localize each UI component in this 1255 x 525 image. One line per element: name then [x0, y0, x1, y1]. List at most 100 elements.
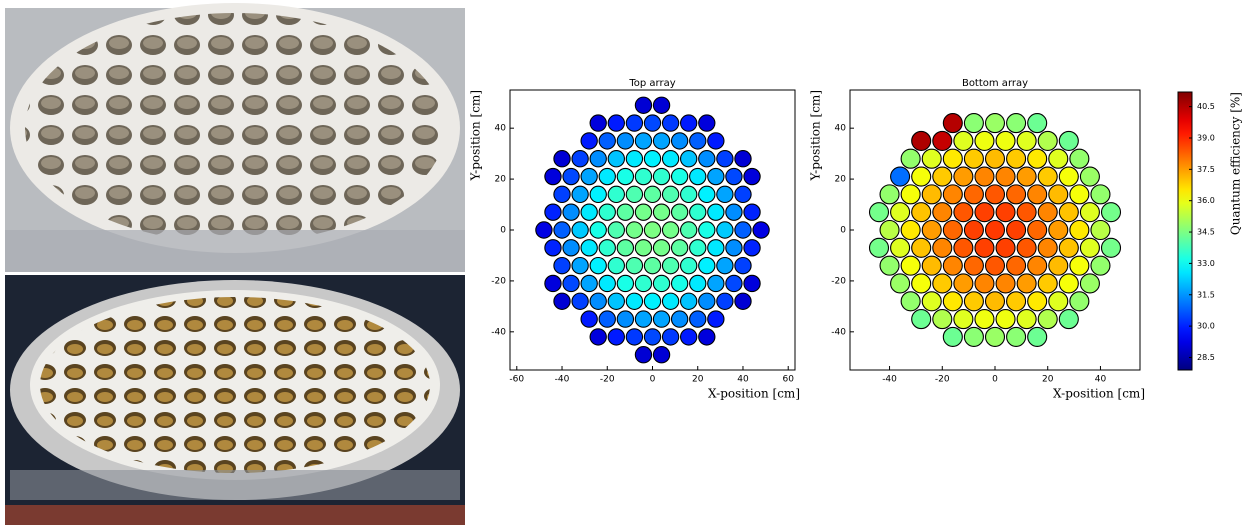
pmt — [707, 274, 725, 293]
pmt — [562, 203, 580, 221]
pmt — [625, 292, 644, 310]
pmt — [1016, 202, 1037, 223]
pmt — [942, 184, 963, 205]
pmt — [1027, 255, 1048, 276]
pmt — [698, 256, 716, 275]
pmt — [953, 273, 974, 294]
pmt — [634, 310, 653, 328]
pmt — [1016, 273, 1037, 294]
pmt — [953, 130, 974, 151]
pmt — [679, 185, 698, 204]
pmt — [995, 309, 1016, 330]
colorbar-tick-label: 37.5 — [1197, 165, 1215, 174]
x-tick-label: 40 — [1095, 375, 1107, 385]
pmt — [580, 310, 598, 328]
pmt — [743, 274, 761, 293]
pmt — [634, 346, 653, 364]
pmt — [1006, 184, 1027, 205]
pmt — [535, 221, 553, 239]
pmt — [1037, 130, 1058, 151]
pmt — [942, 219, 963, 241]
pmt — [974, 130, 995, 151]
pmt — [1027, 326, 1048, 347]
pmt — [995, 166, 1016, 187]
pmt — [580, 132, 598, 150]
pmt — [652, 96, 671, 114]
pmt — [942, 291, 963, 312]
colorbar-tick-label: 39.0 — [1197, 133, 1215, 142]
pmt — [1027, 148, 1048, 169]
x-tick-label: 20 — [1042, 375, 1054, 385]
pmt — [725, 203, 743, 221]
pmt — [625, 221, 644, 239]
pmt — [589, 328, 607, 346]
pmt — [900, 148, 921, 169]
x-tick-label: 0 — [650, 375, 656, 385]
colorbar-tick-label: 30.0 — [1197, 322, 1215, 331]
pmt — [953, 202, 974, 223]
pmt — [716, 292, 734, 310]
pmt — [652, 274, 671, 293]
pmt — [879, 219, 900, 241]
pmt — [1027, 219, 1048, 241]
pmt — [698, 114, 716, 132]
pmt — [707, 167, 725, 186]
pmt — [652, 310, 671, 328]
pmt — [984, 113, 1006, 134]
pmt — [963, 148, 984, 169]
pmt — [661, 328, 680, 346]
pmt — [643, 328, 662, 346]
pmt — [544, 274, 562, 293]
pmt — [661, 221, 680, 239]
pmt — [984, 148, 1006, 169]
pmt — [553, 150, 571, 168]
pmt — [984, 326, 1006, 347]
pmt — [643, 150, 662, 168]
colorbar-tick-label: 31.5 — [1197, 290, 1215, 299]
pmt — [963, 255, 984, 276]
pmt — [571, 150, 589, 168]
pmt — [911, 130, 932, 151]
pmt — [995, 130, 1016, 151]
pmt — [679, 114, 698, 132]
pmt — [725, 167, 743, 186]
x-tick-label: 40 — [737, 375, 749, 385]
pmt — [1027, 113, 1048, 134]
colorbar-tick-label: 33.0 — [1197, 259, 1215, 268]
pmt — [1006, 219, 1027, 241]
x-tick-label: -20 — [600, 375, 615, 385]
y-tick-label: -20 — [831, 276, 846, 286]
pmt — [553, 256, 571, 275]
pmt — [625, 185, 644, 204]
pmt — [643, 221, 662, 239]
pmt — [634, 96, 653, 114]
pmt — [562, 167, 580, 186]
pmt — [707, 310, 725, 328]
pmt — [598, 132, 616, 150]
pmt — [963, 219, 984, 241]
pmt — [652, 203, 671, 221]
pmt — [716, 221, 734, 239]
pmt — [580, 274, 598, 293]
pmt — [661, 185, 680, 204]
photo-top-array — [5, 3, 465, 272]
pmt — [598, 203, 616, 221]
pmt — [661, 150, 680, 168]
x-tick-label: 60 — [782, 375, 794, 385]
pmt — [1048, 255, 1069, 276]
pmt — [607, 328, 626, 346]
pmt — [1058, 273, 1079, 294]
pmt — [625, 328, 644, 346]
pmt — [562, 239, 580, 257]
pmt — [670, 274, 689, 293]
pmt — [868, 202, 890, 223]
pmt — [1079, 237, 1100, 258]
pmt — [698, 221, 716, 239]
pmt — [679, 292, 698, 310]
pmt — [984, 219, 1006, 241]
pmt — [562, 274, 580, 293]
pmt — [752, 221, 770, 239]
pmt — [1058, 309, 1079, 330]
pmt — [734, 292, 752, 310]
